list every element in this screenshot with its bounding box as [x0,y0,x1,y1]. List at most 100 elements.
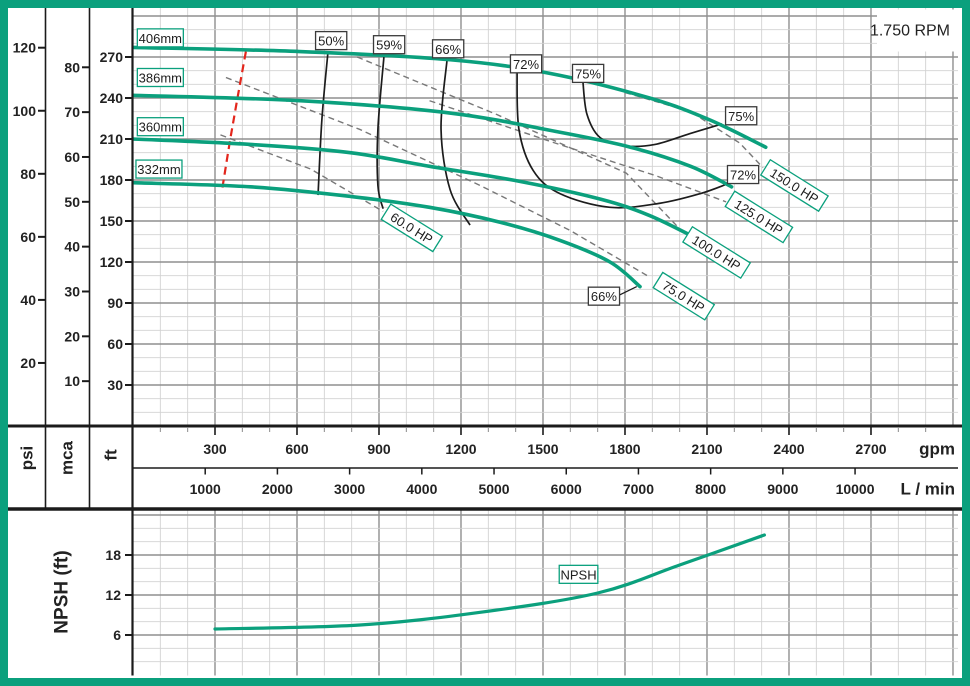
svg-text:2000: 2000 [262,481,293,497]
svg-text:80: 80 [64,59,80,75]
svg-text:18: 18 [105,547,121,563]
power-line-75-0-hp [225,76,650,278]
svg-text:2700: 2700 [855,441,886,457]
svg-text:6000: 6000 [551,481,582,497]
chart-label-360mm: 360mm [136,117,184,137]
chart-label-72-: 72% [726,164,760,185]
svg-text:66%: 66% [591,289,617,304]
chart-label-59-: 59% [372,35,406,55]
svg-text:180: 180 [100,172,124,188]
npsh-label: NPSH [558,564,599,584]
svg-text:psi: psi [18,446,37,471]
svg-text:10000: 10000 [836,481,875,497]
svg-text:900: 900 [367,441,391,457]
svg-text:270: 270 [100,49,124,65]
axis-gpm: 300 600 900 1200 1500 1800 2100 2400 2700 gpm [159,427,955,459]
svg-text:100: 100 [13,103,37,119]
svg-text:1200: 1200 [445,441,476,457]
chart-label-60-0-hp: 60.0 HP [380,203,444,253]
svg-text:4000: 4000 [406,481,437,497]
power-line-150-0-hp [624,91,764,169]
svg-text:2400: 2400 [773,441,804,457]
efficiency-curve-72 [516,70,728,209]
min-flow-line [221,51,247,190]
rpm-label: 1.750 RPM [870,9,958,52]
chart-label-50-: 50% [314,30,348,51]
svg-text:1.750 RPM: 1.750 RPM [870,23,950,40]
svg-text:386mm: 386mm [139,70,182,85]
svg-text:20: 20 [64,328,80,344]
svg-text:50: 50 [64,194,80,210]
svg-text:ft: ft [102,449,121,461]
svg-text:mca: mca [58,440,77,475]
power-lines [220,56,764,278]
svg-text:20: 20 [20,355,36,371]
chart-label-150-0-hp: 150.0 HP [759,158,830,213]
svg-text:75%: 75% [575,66,601,81]
chart-label-75-: 75% [724,106,758,126]
svg-text:332mm: 332mm [137,162,180,177]
svg-text:360mm: 360mm [139,120,182,135]
svg-text:240: 240 [100,90,124,106]
impeller-curve-360mm [132,137,700,241]
svg-text:6: 6 [113,627,121,643]
svg-text:300: 300 [203,441,227,457]
svg-text:8000: 8000 [695,481,726,497]
svg-text:40: 40 [20,292,36,308]
impeller-curves [132,45,768,289]
svg-text:60: 60 [20,229,36,245]
power-line-100-0-hp [356,56,689,238]
svg-text:406mm: 406mm [139,31,182,46]
svg-text:NPSH: NPSH [560,567,596,582]
axis-lmin: 1000 2000 3000 4000 5000 6000 7000 8000 9000 1000… [190,468,955,499]
svg-text:120: 120 [100,254,124,270]
chart-label-386mm: 386mm [136,67,184,88]
svg-text:59%: 59% [376,38,402,53]
chart-label-72-: 72% [509,54,543,74]
svg-text:9000: 9000 [767,481,798,497]
chart-label-406mm: 406mm [136,28,184,48]
svg-text:75%: 75% [728,109,754,124]
svg-text:120: 120 [13,40,37,56]
svg-text:1800: 1800 [609,441,640,457]
svg-text:80: 80 [20,166,36,182]
svg-text:60: 60 [64,149,80,165]
svg-text:150: 150 [100,213,124,229]
chart-label-75-0-hp: 75.0 HP [652,271,716,321]
svg-text:12: 12 [105,587,121,603]
chart-label-332mm: 332mm [135,159,183,179]
axis-unit-labels: psi mca ft [18,440,121,475]
svg-text:3000: 3000 [334,481,365,497]
svg-text:L / min: L / min [901,480,955,499]
impeller-curve-386mm [132,93,734,189]
svg-text:NPSH (ft): NPSH (ft) [52,550,73,633]
main-grid [132,8,958,426]
svg-text:72%: 72% [513,57,539,72]
axis-npsh: 6 12 18 NPSH (ft) [52,547,133,643]
axis-mca: 10 20 30 40 50 60 70 80 [64,59,90,389]
chart-label-66-: 66% [431,39,465,59]
svg-text:30: 30 [107,377,123,393]
npsh-curve [213,533,766,631]
svg-text:50%: 50% [318,34,344,49]
svg-text:30: 30 [64,283,80,299]
npsh-grid [132,509,958,676]
svg-text:1500: 1500 [527,441,558,457]
svg-text:40: 40 [64,239,80,255]
svg-text:1000: 1000 [190,481,221,497]
efficiency-curve-50 [317,52,329,196]
chart-label-75-: 75% [571,63,605,84]
svg-text:70: 70 [64,104,80,120]
svg-text:7000: 7000 [623,481,654,497]
svg-text:600: 600 [285,441,309,457]
svg-text:60: 60 [107,336,123,352]
axis-lines [8,8,962,676]
efficiency-curve-59 [376,56,385,209]
svg-text:2100: 2100 [691,441,722,457]
svg-text:210: 210 [100,131,124,147]
efficiency-curve-66 [440,59,471,226]
svg-text:90: 90 [107,295,123,311]
svg-text:72%: 72% [730,168,756,183]
